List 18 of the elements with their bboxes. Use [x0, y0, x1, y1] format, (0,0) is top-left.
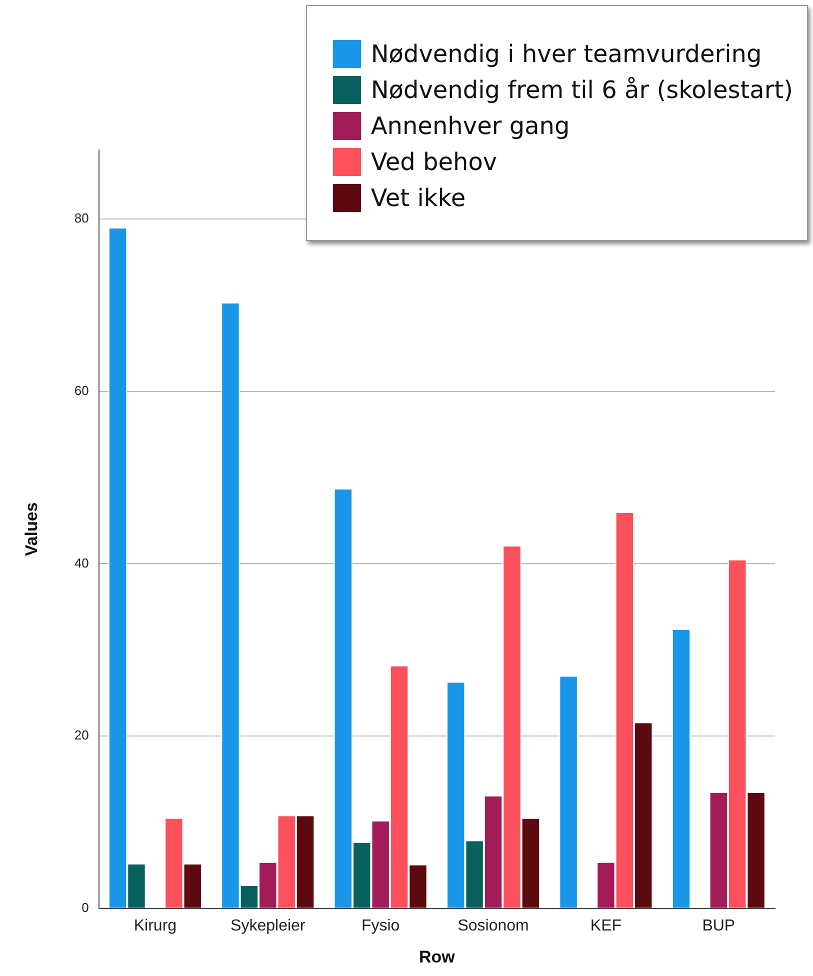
y-tick-label: 20 — [74, 728, 89, 743]
x-axis-title: Row — [418, 947, 456, 966]
legend-label: Ved behov — [370, 148, 498, 176]
y-axis-title: Values — [22, 502, 41, 556]
y-tick-label: 60 — [74, 382, 89, 398]
legend-label: Nødvendig frem til 6 år (skolestart) — [370, 76, 793, 104]
x-tick-label: BUP — [702, 917, 736, 934]
x-tick-label: Kirurg — [134, 917, 177, 934]
legend-label: Vet ikke — [370, 184, 466, 212]
x-tick-label: Fysio — [361, 917, 400, 934]
x-tick-label: KEF — [590, 917, 622, 934]
y-tick-label: 80 — [74, 210, 89, 226]
y-tick-label: 40 — [74, 555, 89, 570]
legend-label: Annenhver gang — [370, 112, 570, 140]
x-tick-label: Sosionom — [458, 917, 529, 934]
legend-label: Nødvendig i hver teamvurdering — [370, 40, 762, 68]
x-tick-label: Sykepleier — [230, 917, 306, 934]
y-tick-label: 0 — [82, 900, 89, 915]
